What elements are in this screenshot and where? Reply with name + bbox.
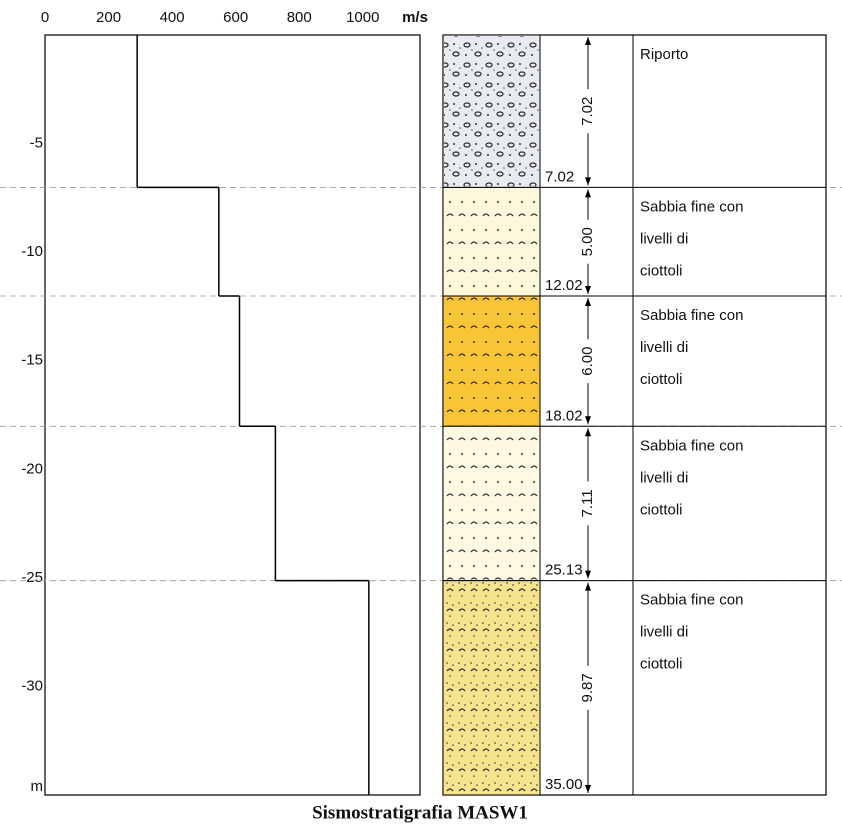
x-tick-label: 1000 — [346, 9, 379, 26]
x-tick-label: 0 — [41, 9, 49, 26]
arrow-head — [585, 177, 591, 185]
layer-description: Riporto — [640, 46, 688, 63]
arrow-head — [585, 785, 591, 793]
thickness-label: 5.00 — [579, 227, 596, 256]
caption: Sismostratigrafia MASW1 — [312, 802, 528, 823]
arrow-head — [585, 571, 591, 579]
y-tick-label: -20 — [21, 460, 43, 477]
arrow-head — [585, 428, 591, 436]
x-tick-label: 200 — [96, 9, 121, 26]
arrow-head — [585, 286, 591, 294]
depth-label: 18.02 — [545, 407, 583, 424]
depth-label: 35.00 — [545, 776, 583, 793]
lithology-pattern — [444, 582, 539, 794]
depth-label: 25.13 — [545, 562, 583, 579]
lithology-pattern — [444, 427, 539, 579]
y-tick-label: -30 — [21, 677, 43, 694]
depth-label: 12.02 — [545, 277, 583, 294]
thickness-label: 7.02 — [579, 97, 596, 126]
arrow-head — [585, 583, 591, 591]
thickness-label: 7.11 — [579, 489, 596, 517]
x-axis-label: m/s — [402, 9, 428, 26]
x-tick-label: 800 — [287, 9, 312, 26]
x-tick-label: 400 — [160, 9, 185, 26]
y-tick-label: -5 — [30, 135, 43, 152]
arrow-head — [585, 416, 591, 424]
lithology-pattern — [444, 188, 539, 295]
arrow-head — [585, 37, 591, 45]
arrow-head — [585, 189, 591, 197]
y-tick-label: -15 — [21, 352, 43, 369]
plot-frame — [45, 35, 420, 795]
y-tick-label: -10 — [21, 243, 43, 260]
y-axis-label: m — [31, 778, 44, 795]
thickness-label: 6.00 — [579, 347, 596, 376]
lithology-pattern — [444, 297, 539, 425]
depth-label: 7.02 — [545, 168, 574, 185]
lithology-pattern — [444, 36, 539, 186]
figure: Sismostratigrafia MASW1 0 200 400 600 800 100… — [0, 0, 842, 827]
y-tick-label: -25 — [21, 569, 43, 586]
x-tick-label: 600 — [223, 9, 248, 26]
thickness-label: 9.87 — [579, 673, 596, 702]
arrow-head — [585, 298, 591, 306]
